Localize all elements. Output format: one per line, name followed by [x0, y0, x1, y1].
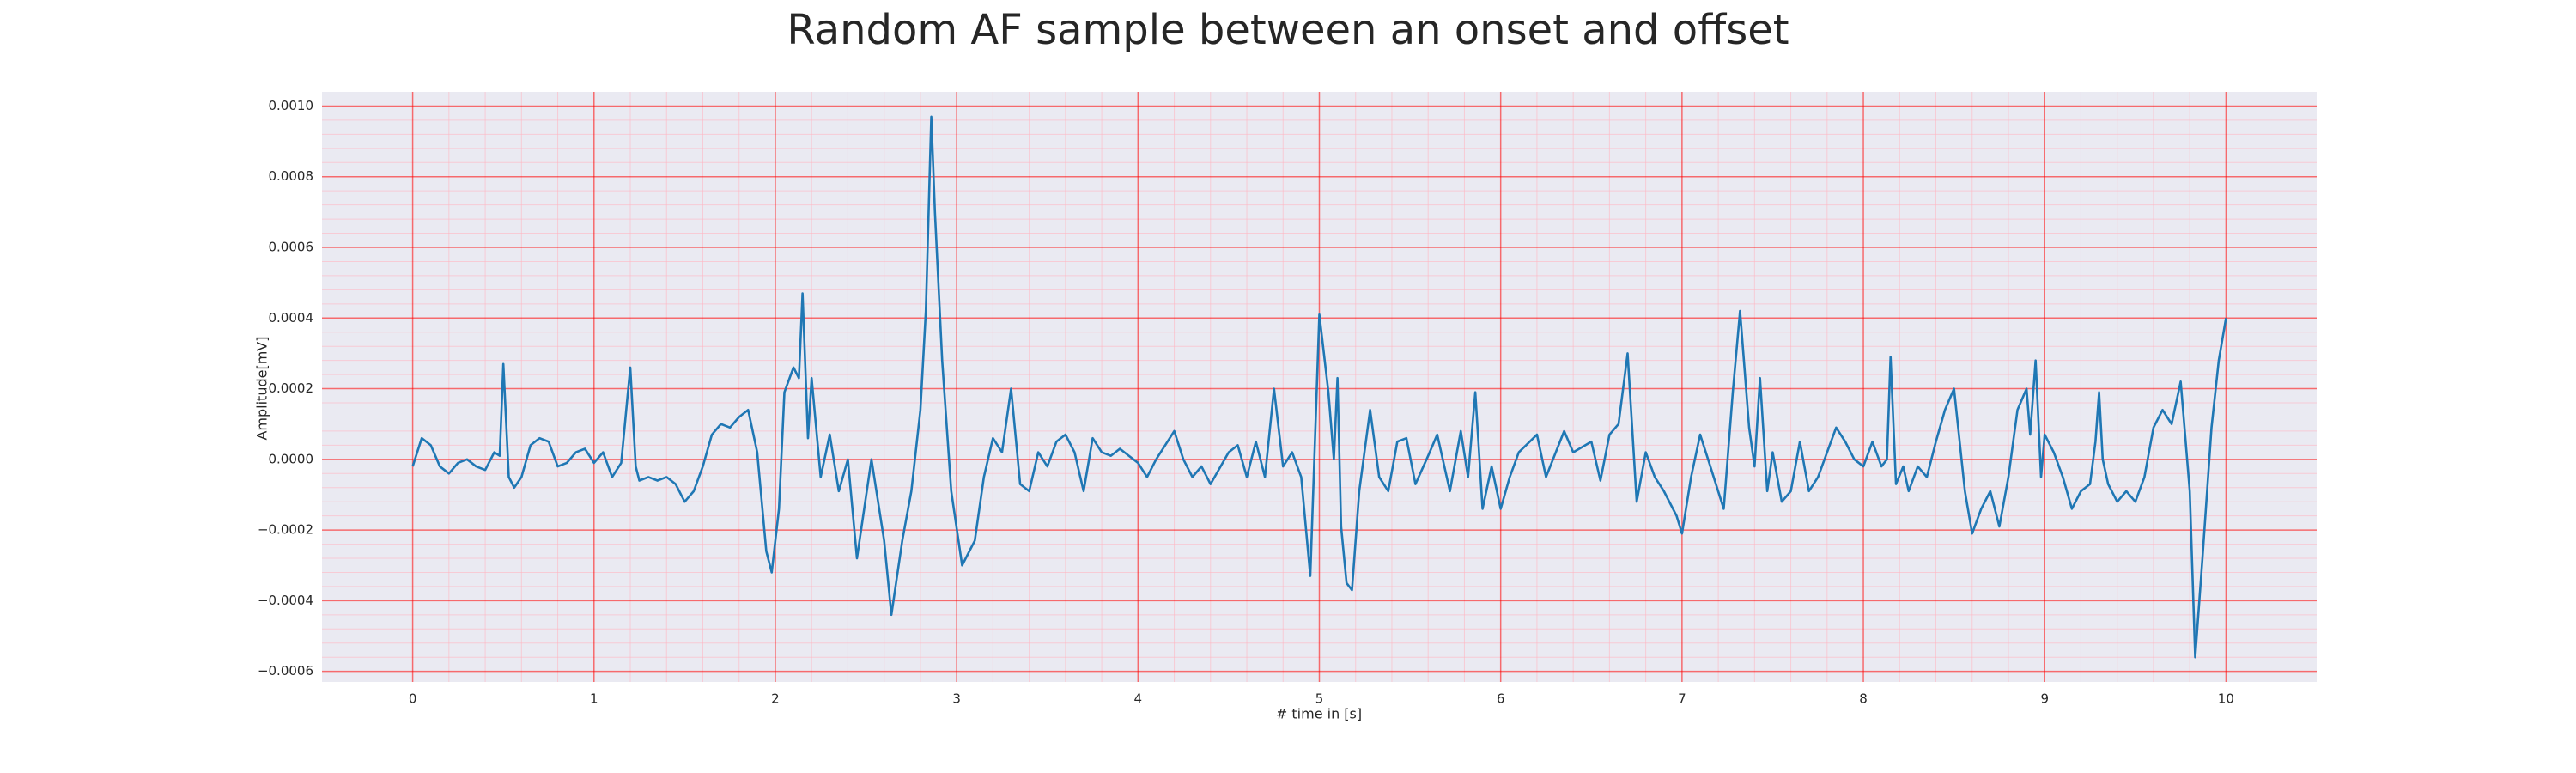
- y-tick-label: 0.0008: [269, 168, 314, 184]
- x-tick-label: 5: [1315, 691, 1324, 707]
- grid: [322, 92, 2317, 682]
- x-tick-label: 10: [2218, 691, 2234, 707]
- x-tick-label: 1: [590, 691, 598, 707]
- y-axis-label: Amplitude[mV]: [254, 336, 270, 440]
- x-axis-label: # time in [s]: [1276, 706, 1362, 722]
- x-tick-label: 7: [1678, 691, 1686, 707]
- y-tick-label: −0.0004: [258, 593, 313, 608]
- x-tick-label: 4: [1134, 691, 1143, 707]
- y-tick-label: 0.0010: [269, 98, 314, 113]
- chart-title: Random AF sample between an onset and of…: [787, 6, 1789, 54]
- y-tick-label: 0.0006: [269, 240, 314, 255]
- x-tick-label: 2: [771, 691, 780, 707]
- y-tick-label: 0.0000: [269, 451, 314, 466]
- y-tick-label: −0.0002: [258, 522, 313, 538]
- y-tick-label: 0.0002: [269, 380, 314, 396]
- signal-line: [411, 115, 2227, 659]
- x-tick-label: 8: [1859, 691, 1868, 707]
- x-tick-label: 9: [2040, 691, 2049, 707]
- x-tick-label: 0: [409, 691, 417, 707]
- x-tick-label: 3: [952, 691, 961, 707]
- y-tick-label: −0.0006: [258, 663, 313, 679]
- y-tick-label: 0.0004: [269, 310, 314, 326]
- x-tick-label: 6: [1497, 691, 1505, 707]
